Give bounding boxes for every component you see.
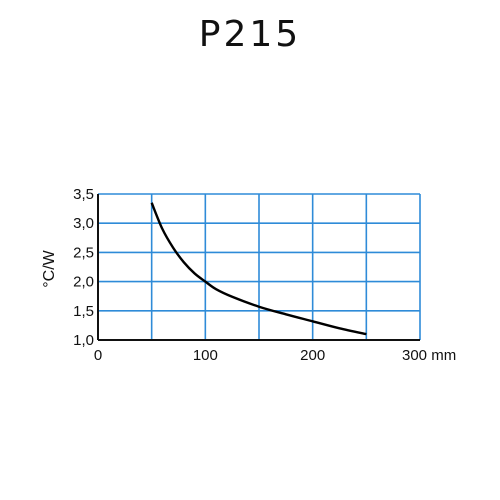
y-tick-labels: 1,0 1,5 2,0 2,5 3,0 3,5 <box>73 186 94 349</box>
page-title: P215 <box>198 14 302 55</box>
series-group <box>150 202 367 336</box>
y-tick-label: 3,0 <box>73 215 94 232</box>
x-tick-label: 0 <box>94 347 102 364</box>
x-tick-label: 100 <box>193 347 218 364</box>
y-tick-label: 1,0 <box>73 332 94 349</box>
y-tick-label: 2,5 <box>73 244 94 261</box>
plot-frame <box>97 194 420 341</box>
y-tick-label: 1,5 <box>73 303 94 320</box>
y-tick-label: 2,0 <box>73 274 94 291</box>
y-tick-label: 3,5 <box>73 186 94 203</box>
series-line <box>150 202 367 336</box>
x-tick-label: 200 <box>300 347 325 364</box>
grid-lines <box>97 193 421 341</box>
y-axis-label: °C/W <box>41 249 58 287</box>
x-tick-label: 300 mm <box>402 347 456 364</box>
x-tick-labels: 0 100 200 300 mm <box>94 347 456 364</box>
